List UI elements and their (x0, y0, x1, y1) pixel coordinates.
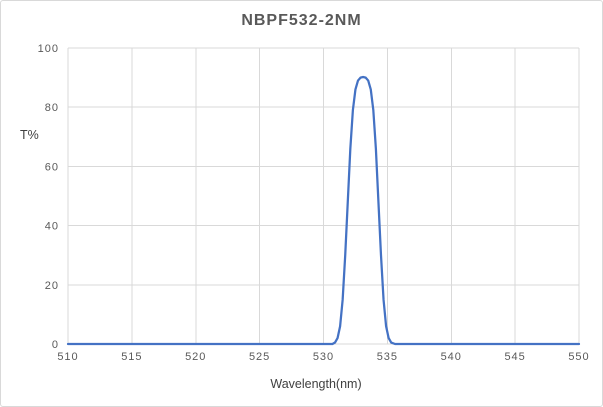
x-axis-title: Wavelength(nm) (270, 377, 362, 391)
x-tick-label: 530 (313, 351, 334, 363)
y-tick-label: 40 (45, 221, 59, 233)
y-tick-label: 80 (45, 102, 59, 114)
y-axis-title: T% (20, 128, 39, 142)
spectrum-line (66, 75, 581, 346)
x-tick-label: 510 (57, 351, 78, 363)
x-tick-label: 545 (504, 351, 525, 363)
y-tick-label: 100 (38, 43, 59, 55)
x-tick-label: 515 (121, 351, 142, 363)
y-tick-label: 60 (45, 161, 59, 173)
x-tick-label: 535 (377, 351, 398, 363)
y-tick-label: 20 (45, 280, 59, 292)
y-tick-label: 0 (52, 339, 59, 351)
chart-title: NBPF532-2NM (241, 12, 362, 29)
x-tick-label: 520 (185, 351, 206, 363)
x-tick-label: 540 (441, 351, 462, 363)
x-tick-label: 525 (249, 351, 270, 363)
x-tick-label: 550 (568, 351, 589, 363)
